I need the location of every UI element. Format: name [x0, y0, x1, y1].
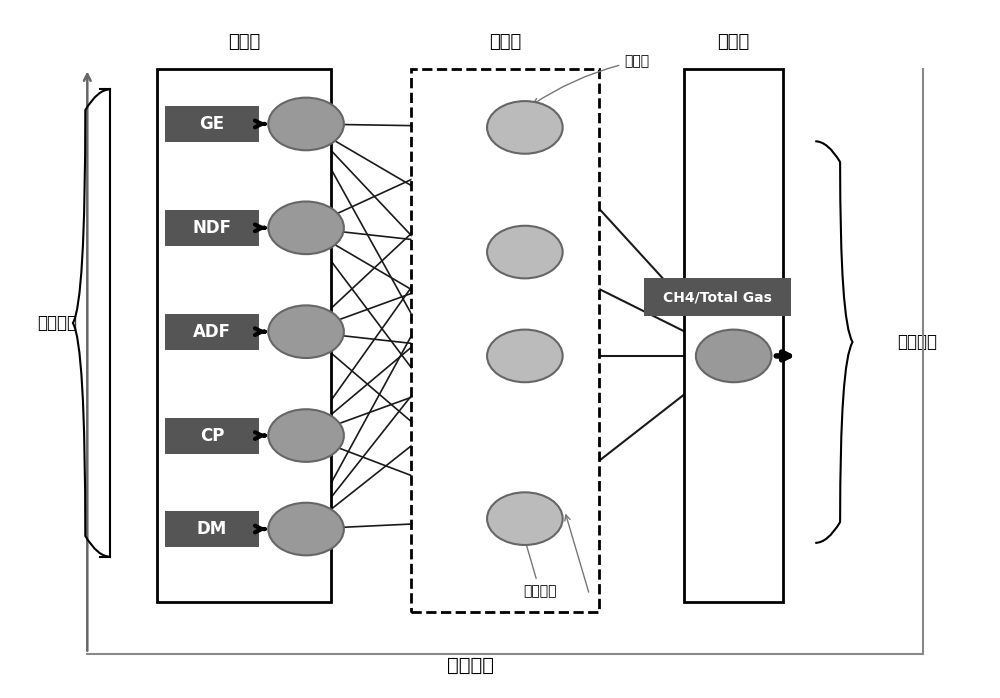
Text: 误差估计: 误差估计: [447, 655, 494, 674]
Circle shape: [268, 409, 344, 462]
Text: CP: CP: [200, 426, 224, 445]
Text: 输出变量: 输出变量: [898, 333, 938, 351]
Bar: [644, 278, 791, 316]
Bar: [165, 511, 259, 547]
Text: NDF: NDF: [193, 218, 232, 237]
Text: 输入层: 输入层: [228, 34, 260, 51]
Circle shape: [696, 329, 771, 383]
Bar: [165, 210, 259, 246]
Bar: [411, 68, 599, 612]
Bar: [684, 68, 783, 602]
Bar: [165, 313, 259, 350]
Bar: [165, 417, 259, 454]
Circle shape: [487, 329, 563, 383]
Circle shape: [268, 306, 344, 358]
Circle shape: [268, 202, 344, 254]
Text: 神经元: 神经元: [533, 54, 649, 104]
Bar: [165, 106, 259, 142]
Text: DM: DM: [197, 520, 227, 538]
Circle shape: [268, 503, 344, 556]
Bar: [157, 68, 331, 602]
Circle shape: [487, 225, 563, 279]
Text: GE: GE: [200, 115, 225, 133]
Text: 输入变量: 输入变量: [37, 314, 77, 332]
Text: 隐含层: 隐含层: [489, 34, 521, 51]
Text: ADF: ADF: [193, 322, 231, 341]
Circle shape: [487, 492, 563, 545]
Circle shape: [487, 101, 563, 154]
Text: 输出层: 输出层: [718, 34, 750, 51]
Circle shape: [268, 98, 344, 150]
Text: 调整权重: 调整权重: [515, 510, 557, 597]
Text: CH4/Total Gas: CH4/Total Gas: [663, 290, 772, 304]
